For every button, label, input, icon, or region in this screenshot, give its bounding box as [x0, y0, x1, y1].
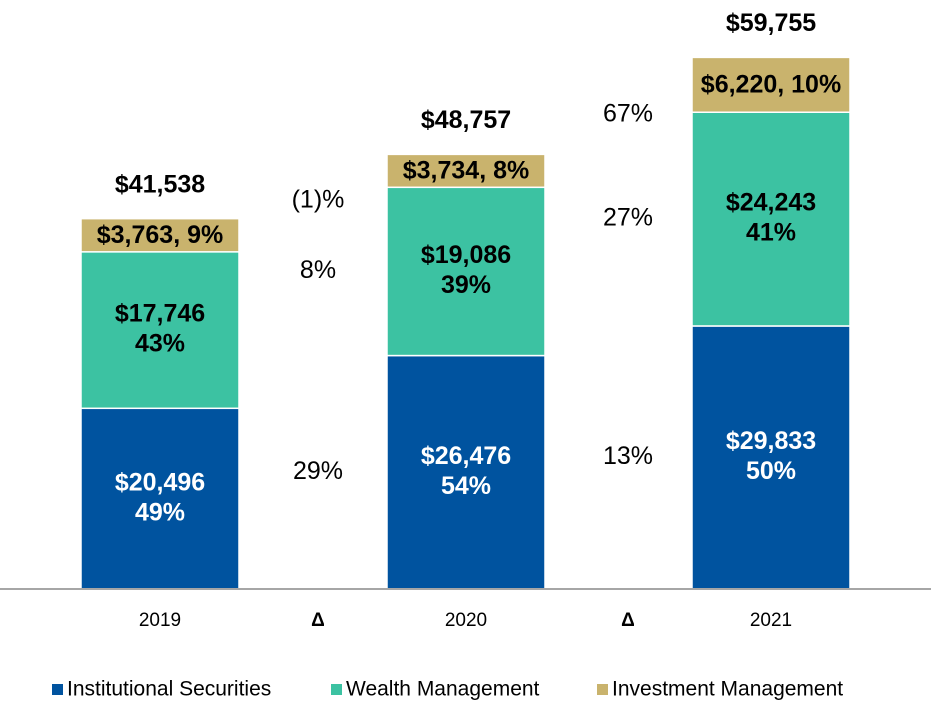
legend-swatch	[597, 684, 608, 695]
value-label: $20,496	[115, 468, 205, 496]
bar-segment	[386, 153, 546, 189]
x-tick-label: 2019	[139, 610, 181, 631]
delta-value: 29%	[293, 457, 343, 485]
x-tick-label: 2021	[750, 610, 792, 631]
delta-value: 27%	[603, 204, 653, 232]
bar-segment	[80, 251, 240, 410]
share-label: 43%	[135, 330, 185, 358]
value-label: $24,243	[726, 189, 816, 217]
value-label: $6,220, 10%	[701, 70, 841, 98]
legend-text: Institutional Securities	[67, 678, 271, 701]
share-label: 54%	[441, 472, 491, 500]
value-label: $17,746	[115, 300, 205, 328]
delta-header: Δ	[621, 610, 635, 631]
bar-segment	[386, 354, 546, 590]
delta-value: 8%	[300, 256, 336, 284]
share-label: 39%	[441, 271, 491, 299]
delta-header: Δ	[311, 610, 325, 631]
share-label: 41%	[746, 219, 796, 247]
delta-value: (1)%	[292, 185, 345, 213]
x-tick-label: 2020	[445, 610, 487, 631]
value-label: $3,763, 9%	[97, 221, 224, 249]
bar-segment	[386, 186, 546, 357]
legend-text: Wealth Management	[346, 678, 540, 701]
value-label: $19,086	[421, 241, 511, 269]
bar-segment	[80, 407, 240, 590]
delta-value: 67%	[603, 99, 653, 127]
bar-segment	[691, 111, 851, 327]
legend-swatch	[331, 684, 342, 695]
bar-segment	[691, 56, 851, 113]
legend-text: Investment Management	[612, 678, 843, 701]
legend-swatch	[52, 684, 63, 695]
bar-segment	[80, 217, 240, 253]
delta-value: 13%	[603, 442, 653, 470]
share-label: 49%	[135, 498, 185, 526]
value-label: $26,476	[421, 442, 511, 470]
value-label: $3,734, 8%	[403, 156, 530, 184]
total-label: $59,755	[726, 9, 816, 37]
total-label: $41,538	[115, 170, 205, 198]
share-label: 50%	[746, 457, 796, 485]
value-label: $29,833	[726, 427, 816, 455]
total-label: $48,757	[421, 106, 511, 134]
